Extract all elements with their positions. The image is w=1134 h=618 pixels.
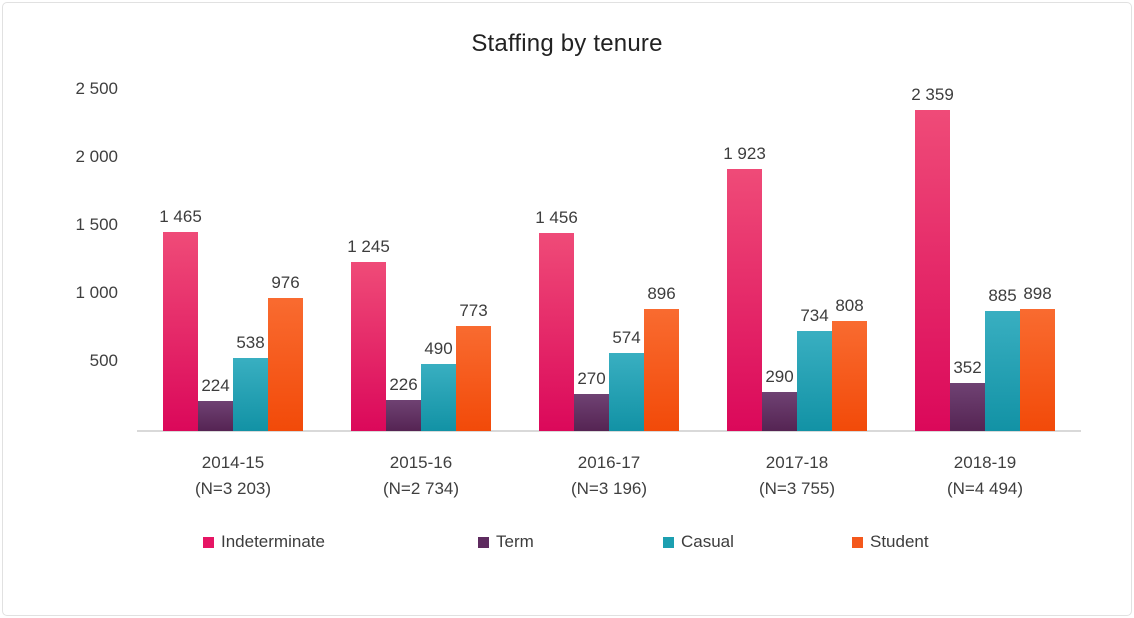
bar-student-2015-16: 773 bbox=[456, 301, 491, 431]
bar-indeterminate-2016-17: 1 456 bbox=[535, 208, 578, 431]
legend-item-indeterminate: Indeterminate bbox=[203, 532, 325, 552]
bar-value-label: 808 bbox=[835, 296, 864, 315]
bar-group-2014-15: 1 465 224 538 976 bbox=[139, 207, 327, 431]
category-year: 2014-15 bbox=[201, 453, 265, 472]
x-axis-line bbox=[137, 430, 1081, 432]
x-axis-label-2018-19: 2018-19 (N=4 494) bbox=[891, 450, 1079, 502]
category-year: 2016-17 bbox=[577, 453, 641, 472]
bar-group-2018-19: 2 359 352 885 898 bbox=[891, 85, 1079, 431]
bar-value-label: 490 bbox=[424, 339, 453, 358]
y-tick-label: 1 000 bbox=[75, 283, 118, 302]
bar-term-2015-16: 226 bbox=[386, 375, 421, 431]
bar-value-label: 898 bbox=[1023, 284, 1052, 303]
legend-item-casual: Casual bbox=[663, 532, 734, 552]
bar-casual-2016-17: 574 bbox=[609, 328, 644, 431]
y-tick-label: 2 000 bbox=[75, 147, 118, 166]
bar-value-label: 885 bbox=[988, 286, 1017, 305]
bar-term-2014-15: 224 bbox=[198, 376, 233, 431]
category-year: 2015-16 bbox=[389, 453, 453, 472]
legend-item-student: Student bbox=[852, 532, 929, 552]
bar-value-label: 226 bbox=[389, 375, 418, 394]
category-n-count: (N=2 734) bbox=[382, 479, 460, 498]
bar-student-2016-17: 896 bbox=[644, 284, 679, 431]
bar-value-label: 224 bbox=[201, 376, 230, 395]
bar-value-label: 896 bbox=[647, 284, 676, 303]
bar-casual-2017-18: 734 bbox=[797, 306, 832, 431]
bar-value-label: 1 245 bbox=[347, 237, 390, 256]
y-tick-label: 1 500 bbox=[75, 215, 118, 234]
legend-label: Term bbox=[496, 532, 534, 551]
category-n-count: (N=3 755) bbox=[758, 479, 836, 498]
bar-indeterminate-2018-19: 2 359 bbox=[911, 85, 954, 431]
y-tick-label: 2 500 bbox=[75, 79, 118, 98]
legend-swatch-icon bbox=[478, 536, 489, 548]
legend-swatch-icon bbox=[663, 536, 674, 548]
bar-value-label: 352 bbox=[953, 358, 982, 377]
bar-indeterminate-2015-16: 1 245 bbox=[347, 237, 390, 431]
bar-value-label: 734 bbox=[800, 306, 829, 325]
bar-value-label: 773 bbox=[459, 301, 488, 320]
category-n-count: (N=3 196) bbox=[570, 479, 648, 498]
bar-group-2017-18: 1 923 290 734 808 bbox=[703, 144, 891, 431]
bar-casual-2018-19: 885 bbox=[985, 286, 1020, 431]
legend-swatch-icon bbox=[203, 536, 214, 548]
bar-group-2015-16: 1 245 226 490 773 bbox=[327, 237, 515, 431]
bar-value-label: 1 456 bbox=[535, 208, 578, 227]
category-n-count: (N=4 494) bbox=[946, 479, 1024, 498]
x-axis-label-2016-17: 2016-17 (N=3 196) bbox=[515, 450, 703, 502]
bar-term-2018-19: 352 bbox=[950, 358, 985, 431]
legend-swatch-icon bbox=[852, 536, 863, 548]
bar-value-label: 290 bbox=[765, 367, 794, 386]
bar-casual-2014-15: 538 bbox=[233, 333, 268, 431]
bar-casual-2015-16: 490 bbox=[421, 339, 456, 431]
bar-student-2017-18: 808 bbox=[832, 296, 867, 431]
bar-term-2017-18: 290 bbox=[762, 367, 797, 431]
legend-label: Student bbox=[870, 532, 929, 551]
bar-student-2018-19: 898 bbox=[1020, 284, 1055, 431]
bar-value-label: 1 465 bbox=[159, 207, 202, 226]
bar-indeterminate-2017-18: 1 923 bbox=[723, 144, 766, 431]
legend-label: Casual bbox=[681, 532, 734, 551]
x-axis-label-2017-18: 2017-18 (N=3 755) bbox=[703, 450, 891, 502]
bar-value-label: 976 bbox=[271, 273, 300, 292]
bar-value-label: 574 bbox=[612, 328, 641, 347]
bar-group-2016-17: 1 456 270 574 896 bbox=[515, 208, 703, 431]
bar-student-2014-15: 976 bbox=[268, 273, 303, 431]
bar-indeterminate-2014-15: 1 465 bbox=[159, 207, 202, 431]
y-tick-label: 500 bbox=[89, 351, 118, 370]
bar-value-label: 270 bbox=[577, 369, 606, 388]
plot-area: 1 465 224 538 976 1 245 226 490 773 1 456 270 574 8… bbox=[139, 85, 1079, 431]
x-axis-label-2014-15: 2014-15 (N=3 203) bbox=[139, 450, 327, 502]
bar-term-2016-17: 270 bbox=[574, 369, 609, 431]
legend-label: Indeterminate bbox=[221, 532, 325, 551]
category-n-count: (N=3 203) bbox=[194, 479, 272, 498]
legend-item-term: Term bbox=[478, 532, 534, 552]
category-year: 2017-18 bbox=[765, 453, 829, 472]
bar-value-label: 2 359 bbox=[911, 85, 954, 104]
x-axis-label-2015-16: 2015-16 (N=2 734) bbox=[327, 450, 515, 502]
chart-title: Staffing by tenure bbox=[471, 30, 663, 57]
bar-value-label: 538 bbox=[236, 333, 265, 352]
bar-value-label: 1 923 bbox=[723, 144, 766, 163]
category-year: 2018-19 bbox=[953, 453, 1017, 472]
legend: Indeterminate Term Casual Student bbox=[0, 532, 1134, 556]
